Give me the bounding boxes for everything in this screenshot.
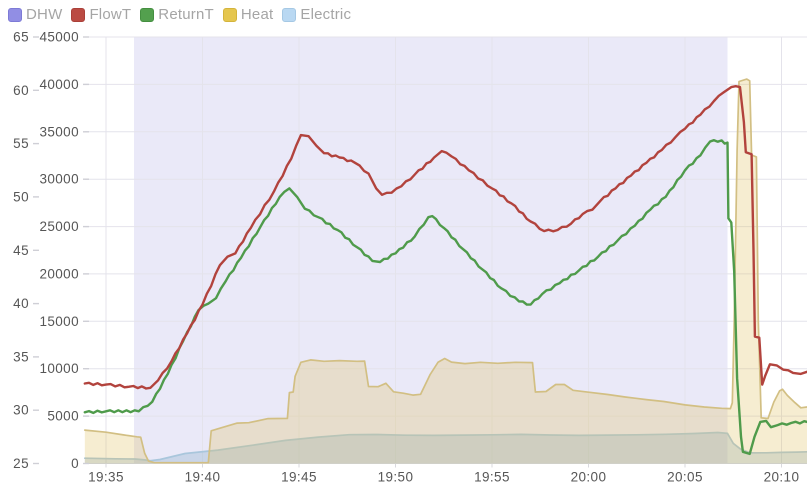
power-axis-labels: 45000 40000 35000 30000 25000 20000 15000 10000… (39, 30, 79, 472)
axis-tick-label: 20000 (39, 266, 79, 281)
axis-tick-label: 25 (13, 456, 29, 471)
axis-tick-label: 19:50 (378, 470, 414, 485)
temperature-axis-labels: 65 60 55 50 45 40 35 30 25 (13, 30, 29, 472)
axis-tick-label: 15000 (39, 314, 79, 329)
flowt-line (83, 85, 807, 390)
time-gridlines (105, 37, 782, 468)
chart-legend: DHW FlowT ReturnT Heat Electric (8, 7, 360, 22)
axis-tick-label: 35 (13, 349, 29, 364)
dhw-swatch-icon (8, 7, 22, 22)
axis-tick-label: 35000 (39, 124, 79, 139)
axis-tick-label: 19:55 (474, 470, 510, 485)
axis-tick-label: 19:35 (88, 470, 124, 485)
axis-tick-dashes (33, 36, 89, 465)
flowt-swatch-icon (71, 7, 86, 22)
axis-tick-label: 65 (13, 30, 29, 45)
axis-tick-label: 20:00 (571, 470, 607, 485)
legend-item-dhw[interactable]: DHW (8, 7, 62, 22)
axis-tick-label: 25000 (39, 219, 79, 234)
axis-tick-label: 45000 (39, 30, 79, 45)
axis-tick-label: 5000 (47, 409, 79, 424)
legend-label-flowt: FlowT (89, 6, 132, 23)
power-gridlines (85, 36, 807, 464)
legend-label-heat: Heat (240, 6, 274, 23)
axis-tick-label: 19:45 (281, 470, 317, 485)
legend-label-returnt: ReturnT (158, 6, 214, 23)
axis-tick-label: 30000 (39, 172, 79, 187)
axis-tick-label: 19:40 (185, 470, 221, 485)
electric-area (83, 431, 807, 464)
axis-tick-label: 50 (13, 189, 29, 204)
heat-area (83, 78, 807, 464)
axis-tick-label: 10000 (39, 361, 79, 376)
axis-tick-label: 20:05 (667, 470, 703, 485)
legend-item-heat[interactable]: Heat (222, 6, 274, 23)
heat-swatch-icon (222, 7, 237, 22)
axis-tick-label: 60 (13, 83, 29, 98)
axis-tick-label: 45 (13, 243, 29, 258)
electric-swatch-icon (282, 7, 297, 22)
axis-tick-label: 40 (13, 296, 29, 311)
axis-tick-label: 55 (13, 136, 29, 151)
legend-item-electric[interactable]: Electric (282, 7, 351, 22)
axis-tick-label: 0 (71, 456, 79, 471)
legend-item-flowt[interactable]: FlowT (71, 7, 131, 22)
axis-tick-label: 20:10 (764, 470, 800, 485)
legend-label-electric: Electric (300, 6, 352, 23)
axis-tick-label: 40000 (39, 77, 79, 92)
returnt-swatch-icon (140, 7, 155, 22)
legend-item-returnt[interactable]: ReturnT (140, 7, 214, 22)
axis-tick-label: 30 (13, 403, 29, 418)
dhw-band (134, 37, 728, 464)
time-axis-labels: 19:35 19:40 19:45 19:50 19:55 20:00 20:05 20:10 (88, 470, 799, 485)
legend-label-dhw: DHW (26, 6, 63, 23)
returnt-line (83, 139, 807, 456)
